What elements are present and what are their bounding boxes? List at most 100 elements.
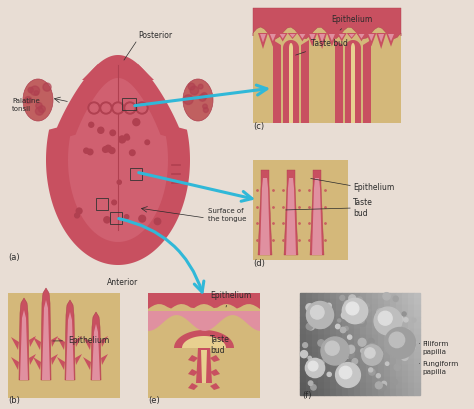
Bar bbox=[414, 347, 420, 353]
Bar bbox=[402, 317, 408, 323]
Polygon shape bbox=[337, 33, 347, 42]
Polygon shape bbox=[376, 33, 386, 49]
Text: Fungiform
papilla: Fungiform papilla bbox=[422, 361, 458, 375]
Circle shape bbox=[341, 312, 348, 319]
Polygon shape bbox=[57, 337, 65, 350]
Bar bbox=[342, 317, 348, 323]
Circle shape bbox=[323, 347, 329, 353]
Polygon shape bbox=[307, 33, 317, 46]
Circle shape bbox=[394, 364, 401, 371]
Polygon shape bbox=[8, 380, 120, 398]
Bar bbox=[378, 317, 384, 323]
Polygon shape bbox=[327, 33, 337, 47]
Bar bbox=[318, 389, 324, 395]
Bar bbox=[390, 383, 396, 389]
Circle shape bbox=[396, 316, 403, 323]
Bar bbox=[408, 377, 414, 383]
Bar bbox=[390, 359, 396, 365]
Circle shape bbox=[38, 106, 46, 112]
Bar bbox=[312, 341, 318, 347]
Bar bbox=[396, 329, 402, 335]
Bar bbox=[324, 341, 330, 347]
Circle shape bbox=[393, 296, 398, 301]
Bar bbox=[408, 323, 414, 329]
Text: Palatine
tonsil: Palatine tonsil bbox=[12, 98, 40, 112]
Bar bbox=[318, 305, 324, 311]
Bar bbox=[300, 353, 306, 359]
Bar bbox=[330, 335, 336, 341]
Circle shape bbox=[367, 309, 371, 312]
Bar bbox=[318, 341, 324, 347]
Bar bbox=[384, 353, 390, 359]
Bar bbox=[300, 389, 306, 395]
Bar bbox=[312, 305, 318, 311]
Bar bbox=[414, 299, 420, 305]
Polygon shape bbox=[82, 64, 154, 80]
Circle shape bbox=[339, 366, 352, 379]
Circle shape bbox=[402, 312, 406, 316]
Polygon shape bbox=[283, 40, 299, 123]
Polygon shape bbox=[273, 40, 281, 123]
Text: Epithelium: Epithelium bbox=[210, 291, 251, 307]
Bar bbox=[300, 317, 306, 323]
Circle shape bbox=[386, 333, 394, 340]
Bar bbox=[390, 293, 396, 299]
Circle shape bbox=[306, 323, 313, 330]
Bar bbox=[384, 299, 390, 305]
Polygon shape bbox=[378, 34, 384, 43]
Ellipse shape bbox=[183, 79, 213, 121]
Bar bbox=[318, 335, 324, 341]
Bar bbox=[378, 329, 384, 335]
Polygon shape bbox=[19, 298, 29, 380]
Bar bbox=[330, 383, 336, 389]
Bar bbox=[384, 371, 390, 377]
Bar bbox=[342, 371, 348, 377]
Bar bbox=[408, 299, 414, 305]
Circle shape bbox=[333, 353, 338, 357]
Bar bbox=[408, 317, 414, 323]
Text: Epithelium: Epithelium bbox=[353, 184, 394, 193]
Bar bbox=[330, 317, 336, 323]
Bar bbox=[324, 293, 330, 299]
Circle shape bbox=[125, 215, 129, 219]
Bar bbox=[324, 299, 330, 305]
Bar bbox=[402, 341, 408, 347]
Bar bbox=[372, 341, 378, 347]
Bar bbox=[318, 359, 324, 365]
Bar bbox=[342, 383, 348, 389]
Bar bbox=[378, 383, 384, 389]
Bar bbox=[300, 359, 306, 365]
Bar bbox=[300, 305, 306, 311]
Bar bbox=[390, 335, 396, 341]
Bar bbox=[396, 377, 402, 383]
Bar bbox=[360, 293, 366, 299]
Bar bbox=[414, 305, 420, 311]
Bar bbox=[408, 293, 414, 299]
Circle shape bbox=[353, 375, 357, 379]
Polygon shape bbox=[210, 369, 220, 376]
Circle shape bbox=[43, 83, 51, 91]
Bar bbox=[306, 371, 312, 377]
Bar bbox=[384, 293, 390, 299]
Bar bbox=[384, 359, 390, 365]
Bar bbox=[372, 311, 378, 317]
Circle shape bbox=[90, 104, 98, 112]
Bar bbox=[300, 329, 306, 335]
Bar bbox=[342, 305, 348, 311]
Polygon shape bbox=[363, 40, 371, 123]
Circle shape bbox=[310, 317, 316, 322]
Circle shape bbox=[401, 354, 408, 360]
Bar bbox=[336, 371, 342, 377]
Bar bbox=[318, 299, 324, 305]
Circle shape bbox=[36, 103, 42, 109]
Circle shape bbox=[366, 304, 369, 307]
Bar bbox=[384, 329, 390, 335]
Bar bbox=[354, 335, 360, 341]
Circle shape bbox=[391, 295, 398, 302]
Bar bbox=[330, 347, 336, 353]
Bar bbox=[122, 98, 136, 110]
Bar bbox=[348, 347, 354, 353]
Text: Posterior: Posterior bbox=[138, 31, 172, 40]
Polygon shape bbox=[258, 33, 268, 49]
Circle shape bbox=[155, 218, 161, 225]
